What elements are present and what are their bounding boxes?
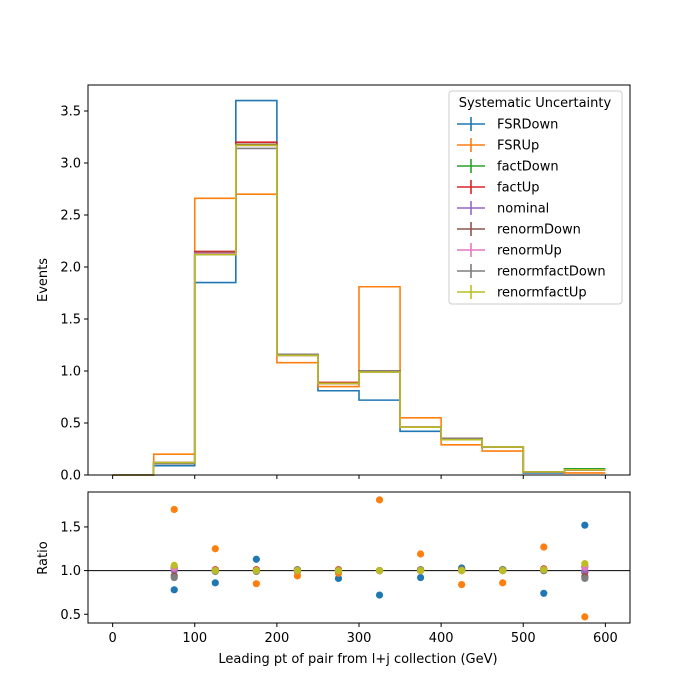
ratio-point-renormfactUp bbox=[458, 567, 466, 575]
legend-entry-renormUp: renormUp bbox=[457, 243, 562, 259]
main-y-tick-label: 2.5 bbox=[60, 209, 81, 224]
ratio-point-renormfactUp bbox=[499, 567, 507, 575]
ratio-point-FSRDown bbox=[211, 579, 219, 587]
ratio-y-tick-label: 0.5 bbox=[60, 608, 81, 623]
ratio-point-FSRUp bbox=[170, 505, 178, 514]
ratio-x-tick-label: 100 bbox=[182, 631, 207, 646]
ratio-point-FSRDown bbox=[252, 555, 260, 563]
ratio-point-FSRDown bbox=[334, 574, 343, 583]
main-histogram-steps bbox=[112, 99, 606, 476]
legend-label: FSRDown bbox=[497, 118, 558, 133]
histogram-line-renormfactUp bbox=[112, 144, 606, 476]
ratio-point-FSRUp bbox=[211, 545, 219, 553]
ratio-point-renormfactUp bbox=[293, 567, 302, 575]
legend-label: factUp bbox=[497, 181, 540, 196]
ratio-point-renormfactUp bbox=[211, 567, 219, 575]
main-y-axis-label: Events bbox=[36, 258, 51, 302]
ratio-point-FSRUp bbox=[581, 613, 589, 621]
ratio-panel: 0.5 1.0 1.5 0 100 200 300 400 500 600 Ratio Lead… bbox=[36, 491, 631, 667]
ratio-x-tick-label: 500 bbox=[511, 631, 536, 646]
ratio-point-FSRDown bbox=[416, 573, 425, 582]
ratio-points bbox=[170, 496, 589, 621]
legend-entry-factDown: factDown bbox=[457, 159, 559, 175]
legend-frame bbox=[448, 90, 623, 305]
main-y-tick-label: 1.0 bbox=[60, 365, 81, 380]
main-y-tick-label: 1.5 bbox=[60, 313, 81, 328]
x-axis-label: Leading pt of pair from l+j collection (… bbox=[218, 652, 497, 667]
ratio-point-renormfactUp bbox=[334, 567, 343, 575]
legend-entry-renormfactUp: renormfactUp bbox=[457, 285, 587, 301]
ratio-point-FSRUp bbox=[293, 572, 302, 580]
ratio-point-renormfactUp bbox=[540, 566, 548, 574]
ratio-x-tick-label: 600 bbox=[593, 631, 618, 646]
legend-label: renormUp bbox=[497, 244, 562, 259]
legend-entries: FSRDown FSRUp factDown factUp nominal renormD… bbox=[457, 117, 606, 301]
ratio-x-ticks: 0 100 200 300 400 500 600 bbox=[108, 623, 618, 646]
ratio-y-axis-label: Ratio bbox=[36, 541, 51, 574]
main-y-tick-label: 0.0 bbox=[60, 469, 81, 484]
legend-label: renormDown bbox=[497, 223, 581, 238]
ratio-y-ticks: 0.5 1.0 1.5 bbox=[60, 520, 88, 623]
main-y-tick-label: 3.0 bbox=[60, 157, 81, 172]
ratio-point-FSRUp bbox=[540, 543, 548, 551]
ratio-x-tick-label: 0 bbox=[108, 631, 116, 646]
legend-title: Systematic Uncertainty bbox=[459, 96, 612, 111]
ratio-point-FSRUp bbox=[416, 550, 425, 558]
ratio-plot-frame bbox=[87, 491, 631, 624]
ratio-x-tick-label: 200 bbox=[264, 631, 289, 646]
ratio-point-renormfactUp bbox=[375, 567, 384, 575]
ratio-point-renormfactUp bbox=[581, 560, 589, 568]
legend-entry-renormDown: renormDown bbox=[457, 222, 581, 238]
legend-label: renormfactUp bbox=[497, 286, 587, 301]
legend-label: renormfactDown bbox=[497, 265, 606, 280]
ratio-point-FSRUp bbox=[252, 580, 260, 588]
ratio-point-renormfactUp bbox=[252, 567, 260, 575]
legend-label: factDown bbox=[497, 160, 559, 175]
ratio-y-tick-label: 1.5 bbox=[60, 520, 81, 535]
legend-entry-factUp: factUp bbox=[457, 180, 540, 196]
legend-entry-FSRDown: FSRDown bbox=[457, 117, 558, 133]
ratio-point-FSRUp bbox=[499, 579, 507, 587]
legend-entry-nominal: nominal bbox=[457, 201, 549, 217]
ratio-point-FSRUp bbox=[375, 496, 384, 504]
main-y-tick-label: 0.5 bbox=[60, 417, 81, 432]
legend-entry-FSRUp: FSRUp bbox=[457, 138, 539, 154]
main-y-ticks: 0.0 0.5 1.0 1.5 2.0 2.5 3.0 3.5 bbox=[60, 105, 88, 484]
legend-entry-renormfactDown: renormfactDown bbox=[457, 264, 606, 280]
ratio-point-FSRUp bbox=[458, 580, 466, 589]
ratio-point-renormfactUp bbox=[416, 567, 425, 575]
main-x-ticks bbox=[112, 475, 606, 479]
ratio-point-FSRDown bbox=[581, 521, 589, 529]
legend: Systematic Uncertainty FSRDown FSRUp factD… bbox=[448, 90, 623, 305]
ratio-point-renormfactDown bbox=[170, 573, 178, 582]
ratio-point-renormfactDown bbox=[581, 574, 589, 583]
ratio-point-renormfactUp bbox=[170, 561, 178, 569]
ratio-point-FSRDown bbox=[540, 589, 548, 597]
ratio-x-tick-label: 400 bbox=[429, 631, 454, 646]
legend-label: FSRUp bbox=[497, 139, 539, 154]
main-y-tick-label: 2.0 bbox=[60, 261, 81, 276]
ratio-plot-area bbox=[88, 492, 630, 623]
ratio-y-tick-label: 1.0 bbox=[60, 564, 81, 579]
ratio-point-FSRDown bbox=[170, 586, 178, 594]
ratio-point-FSRDown bbox=[375, 591, 384, 599]
legend-label: nominal bbox=[497, 202, 549, 217]
main-plot-frame bbox=[87, 84, 631, 476]
ratio-x-tick-label: 300 bbox=[347, 631, 372, 646]
main-y-tick-label: 3.5 bbox=[60, 105, 81, 120]
